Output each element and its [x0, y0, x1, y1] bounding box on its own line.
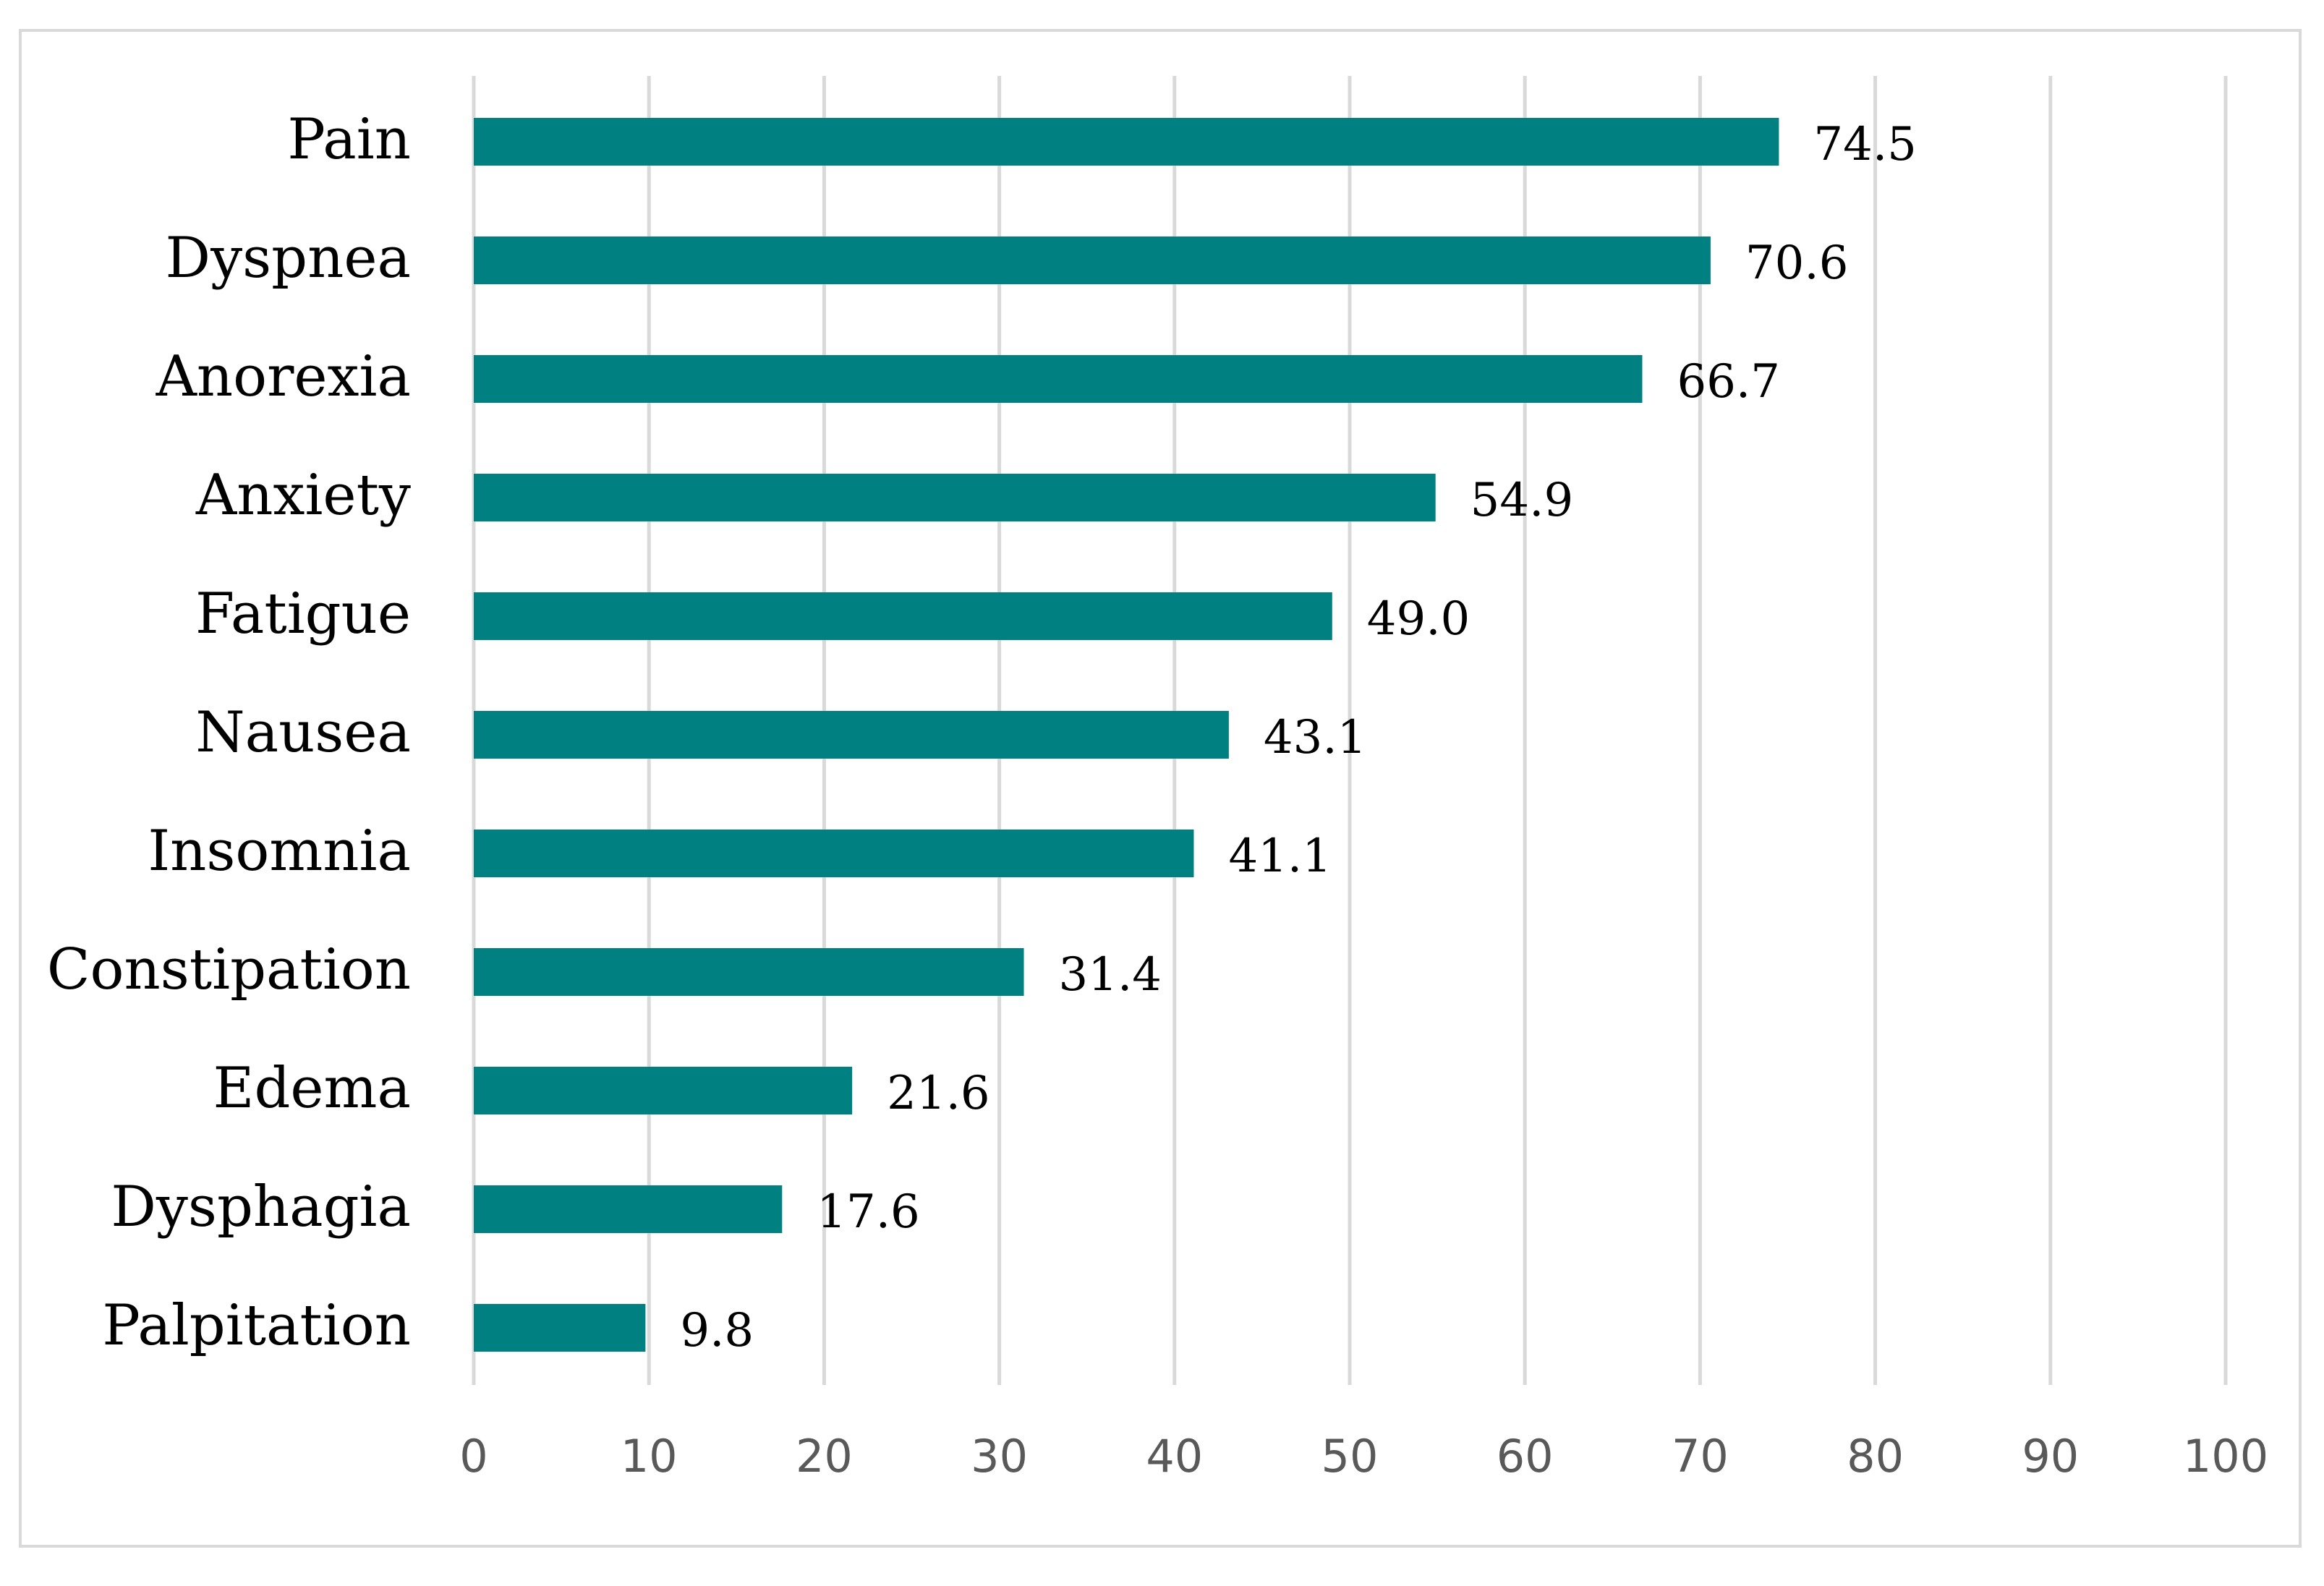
data-label: 54.9: [1470, 474, 1574, 527]
data-label: 17.6: [817, 1185, 920, 1239]
category-label: Dyspnea: [166, 226, 411, 291]
data-label: 70.6: [1745, 236, 1849, 290]
x-tick-label: 90: [2022, 1430, 2079, 1483]
x-tick-label: 70: [1672, 1430, 1729, 1483]
data-label: 49.0: [1367, 592, 1470, 646]
category-label: Pain: [287, 107, 411, 172]
data-label: 21.6: [887, 1067, 990, 1120]
category-label: Nausea: [195, 700, 411, 765]
category-label: Anxiety: [195, 463, 411, 528]
data-label: 66.7: [1677, 355, 1780, 409]
bar: [474, 355, 1643, 403]
value-labels: 74.5 70.6 66.7 54.9 49.0 43.1 41.1 31.4 21.6 17.6…: [680, 118, 1917, 1357]
x-tick-label: 50: [1321, 1430, 1379, 1483]
x-tick-label: 0: [459, 1430, 488, 1483]
x-tick-label: 60: [1497, 1430, 1554, 1483]
bar: [474, 118, 1779, 166]
category-label: Dysphagia: [111, 1174, 411, 1240]
bar: [474, 474, 1436, 521]
bars: [474, 118, 1779, 1352]
category-label: Edema: [213, 1056, 412, 1121]
x-tick-label: 100: [2183, 1430, 2268, 1483]
bar: [474, 1067, 853, 1114]
gridlines: [472, 76, 2228, 1385]
data-label: 74.5: [1813, 118, 1917, 171]
x-tick-label: 80: [1847, 1430, 1904, 1483]
category-label: Fatigue: [195, 581, 411, 647]
bar: [474, 1185, 783, 1233]
bar: [474, 1304, 646, 1352]
x-tick-label: 20: [796, 1430, 853, 1483]
data-label: 43.1: [1264, 711, 1367, 764]
bar: [474, 830, 1194, 877]
bar: [474, 236, 1711, 284]
bar: [474, 948, 1024, 996]
bar: [474, 592, 1332, 640]
data-label: 31.4: [1059, 948, 1162, 1002]
category-label: Anorexia: [156, 344, 411, 409]
category-labels: Pain Dyspnea Anorexia Anxiety Fatigue Nausea I…: [47, 107, 411, 1358]
x-axis-ticks: 0 10 20 30 40 50 60 70 80 90 100: [459, 1430, 2268, 1483]
bar: [474, 711, 1229, 759]
category-label: Palpitation: [102, 1293, 411, 1358]
x-tick-label: 10: [621, 1430, 678, 1483]
category-label: Insomnia: [148, 819, 411, 884]
x-tick-label: 30: [971, 1430, 1028, 1483]
data-label: 9.8: [680, 1304, 754, 1357]
category-label: Constipation: [47, 937, 411, 1002]
data-label: 41.1: [1228, 830, 1332, 883]
x-tick-label: 40: [1146, 1430, 1203, 1483]
